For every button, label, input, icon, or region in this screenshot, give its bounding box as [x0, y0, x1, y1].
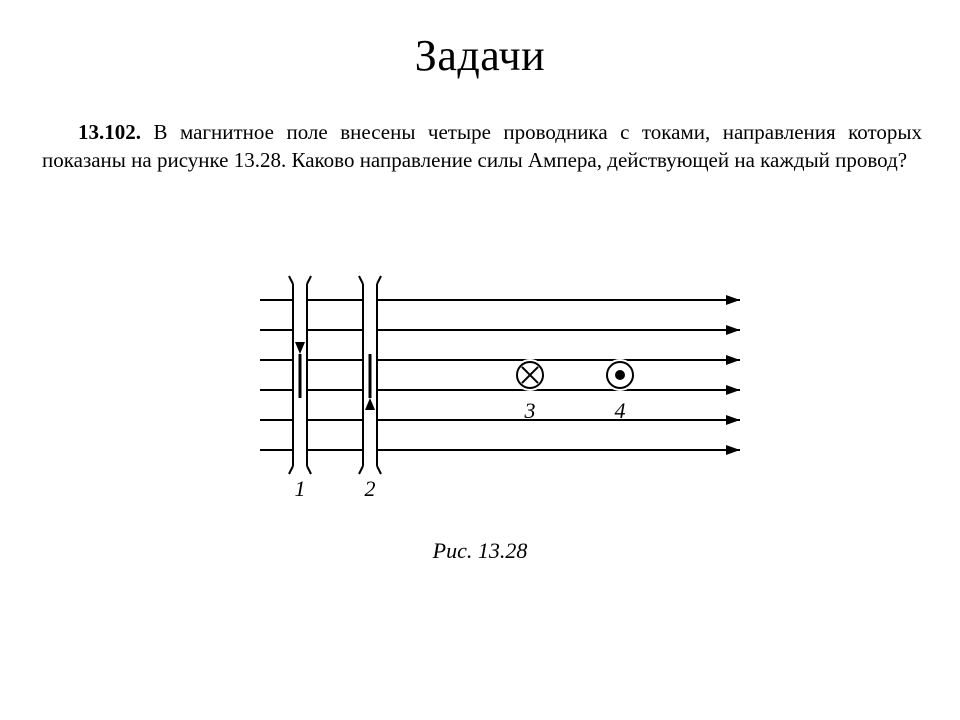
- problem-text: 13.102. В магнитное поле внесены четыре …: [42, 118, 922, 175]
- svg-text:2: 2: [365, 476, 376, 501]
- svg-text:4: 4: [615, 398, 626, 423]
- page-title: Задачи: [0, 30, 960, 81]
- figure-caption: Рис. 13.28: [0, 538, 960, 564]
- problem-number: 13.102.: [78, 120, 141, 144]
- svg-text:3: 3: [524, 398, 536, 423]
- figure-svg: 1 2 3 4: [200, 270, 760, 530]
- figure: 1 2 3 4 Рис. 13.28: [0, 270, 960, 564]
- problem-body: В магнитное поле внесены четыре проводни…: [42, 120, 922, 172]
- svg-text:1: 1: [295, 476, 306, 501]
- page: Задачи 13.102. В магнитное поле внесены …: [0, 0, 960, 720]
